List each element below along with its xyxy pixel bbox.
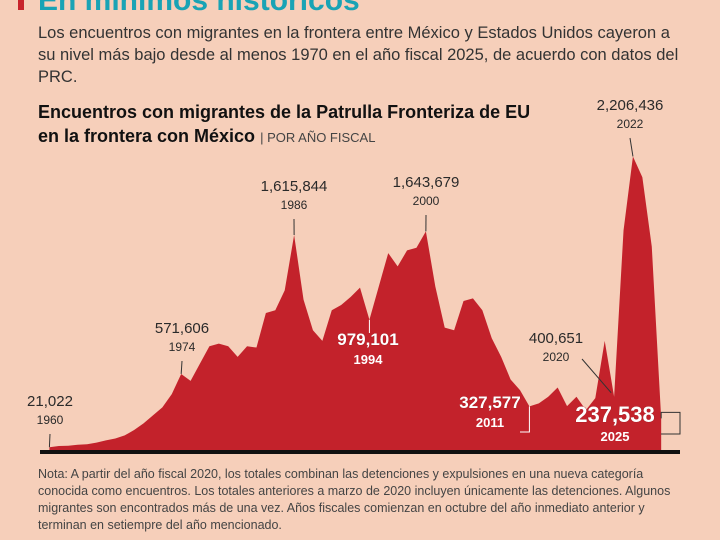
value-label: 2,206,436	[597, 97, 664, 114]
leader-line	[520, 406, 530, 433]
year-label: 1974	[169, 340, 196, 354]
value-label: 1,643,679	[393, 174, 460, 191]
chart-title: Encuentros con migrantes de la Patrulla …	[38, 102, 531, 146]
chart-subtitle: POR AÑO FISCAL	[260, 130, 375, 145]
leader-line	[629, 137, 634, 157]
chart-heading: Encuentros con migrantes de la Patrulla …	[38, 100, 538, 150]
leader-line	[581, 358, 612, 394]
year-label: 1994	[354, 352, 384, 367]
year-label: 2020	[543, 350, 570, 364]
value-label: 400,651	[529, 330, 583, 347]
year-label: 2025	[601, 429, 630, 444]
footnote: Nota: A partir del año fiscal 2020, los …	[38, 467, 671, 532]
value-label: 571,606	[155, 320, 209, 337]
value-label: 1,615,844	[261, 178, 328, 195]
leader-line	[180, 360, 183, 374]
year-label: 2022	[617, 117, 644, 131]
value-label: 327,577	[459, 393, 520, 412]
leader-line	[660, 411, 681, 435]
accent-bar	[18, 0, 24, 10]
year-label: 1960	[37, 413, 64, 427]
year-label: 1986	[281, 198, 308, 212]
year-label: 2011	[476, 415, 504, 430]
area	[49, 156, 662, 451]
value-label: 979,101	[337, 330, 398, 349]
intro-text: Los encuentros con migrantes en la front…	[38, 24, 679, 86]
value-label: 237,538	[575, 402, 655, 427]
year-label: 2000	[413, 194, 440, 208]
page-title: En mínimos históricos	[38, 0, 360, 17]
leader-line	[48, 433, 51, 448]
value-label: 21,022	[27, 393, 73, 410]
